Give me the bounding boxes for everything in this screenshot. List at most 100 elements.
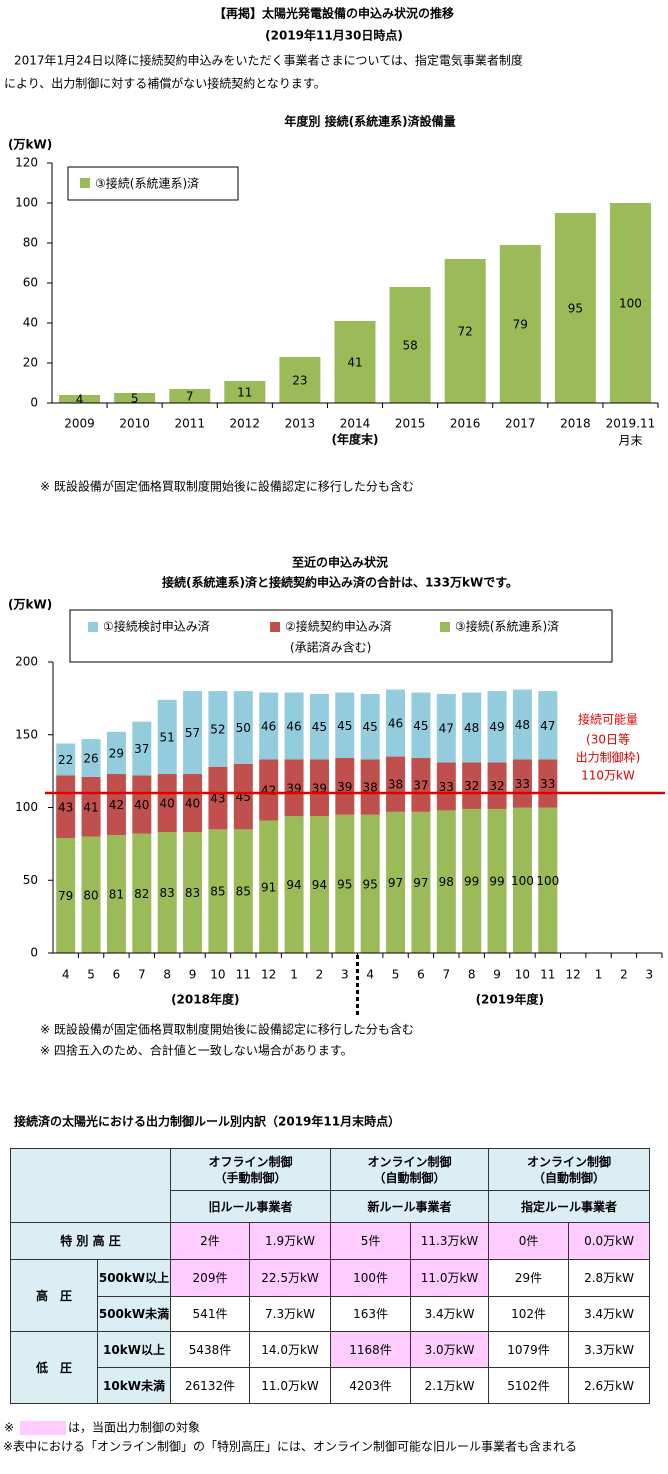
data-label: 46 — [388, 717, 403, 731]
data-label: 38 — [388, 778, 403, 792]
bar-segment — [208, 766, 228, 830]
bar-segment — [360, 814, 380, 953]
table-cell: 11.0万kW — [248, 1367, 332, 1404]
table-cell: 1.9万kW — [248, 1222, 332, 1260]
x-tick-label: 11 — [236, 968, 251, 982]
table-cell: 0.0万kW — [568, 1222, 651, 1260]
data-label: 97 — [413, 876, 428, 890]
fiscal-year-label: (2019年度) — [476, 992, 544, 1007]
data-label: 49 — [489, 720, 504, 734]
data-label: 48 — [515, 718, 530, 732]
table-cell: 26132件 — [170, 1367, 250, 1404]
data-label: 79 — [513, 318, 528, 332]
y-tick-label: 80 — [23, 236, 38, 250]
x-tick-label: 2016 — [450, 417, 481, 431]
bar-segment — [487, 808, 507, 953]
chart-title: 年度別 接続(系統連系)済設備量 — [284, 114, 455, 129]
page-date: (2019年11月30日時点) — [265, 28, 403, 43]
y-tick-label: 150 — [15, 727, 38, 741]
data-label: 46 — [261, 720, 276, 734]
bar-segment — [411, 758, 431, 812]
data-label: 37 — [413, 778, 428, 792]
row-group: 特 別 高 圧 — [10, 1222, 171, 1260]
table-cell: 2件 — [170, 1222, 250, 1260]
table-cell: 2.8万kW — [568, 1259, 651, 1297]
x-tick-label: 11 — [540, 968, 555, 982]
bar-segment — [335, 758, 355, 815]
bar-segment — [487, 691, 507, 763]
chart-title: 至近の申込み状況 — [292, 555, 388, 570]
bar-segment — [538, 807, 558, 953]
reference-label: 出力制御枠) — [576, 750, 641, 765]
data-label: 4 — [76, 393, 84, 407]
table-cell: 3.4万kW — [410, 1296, 490, 1332]
legend-swatch — [80, 178, 90, 188]
intro-line: により、出力制御に対する補償がない接続契約となります。 — [4, 76, 326, 91]
table-cell: 22.5万kW — [248, 1259, 332, 1297]
bar-segment — [309, 759, 329, 817]
row-sub: 10kW未満 — [97, 1367, 171, 1404]
x-tick-label: 2015 — [395, 417, 426, 431]
x-tick-label: 3 — [341, 968, 349, 982]
data-label: 41 — [83, 800, 98, 814]
data-label: 40 — [185, 797, 200, 811]
bar-segment — [183, 691, 203, 775]
chart-note: ※ 既設設備が固定価格買取制度開始後に設備認定に移行した分も含む — [40, 479, 414, 494]
y-tick-label: 0 — [30, 396, 38, 410]
bar-segment — [157, 699, 177, 775]
x-tick-label: 1 — [595, 968, 603, 982]
data-label: 83 — [160, 886, 175, 900]
legend-box — [69, 609, 613, 663]
data-label: 38 — [363, 781, 378, 795]
group-header-line: （自動制御） — [533, 1170, 606, 1185]
data-label: 100 — [619, 297, 642, 311]
data-label: 72 — [458, 325, 473, 339]
x-tick-label: 2013 — [285, 417, 316, 431]
data-label: 40 — [160, 797, 175, 811]
x-tick-label: 4 — [62, 968, 70, 982]
bar — [224, 381, 266, 403]
x-tick-label: 12 — [566, 968, 581, 982]
x-tick-label: 7 — [442, 968, 450, 982]
data-label: 85 — [236, 885, 251, 899]
table-cell: 163件 — [330, 1296, 412, 1332]
bar-segment — [233, 691, 253, 764]
group-header-line: オンライン制御 — [367, 1154, 452, 1169]
x-tick-label: 9 — [493, 968, 501, 982]
data-label: 98 — [439, 875, 454, 889]
table-cell: 100件 — [330, 1259, 412, 1297]
bar — [389, 287, 431, 403]
data-label: 81 — [109, 888, 124, 902]
group-header-line: オフライン制御 — [208, 1154, 293, 1169]
data-label: 41 — [347, 356, 362, 370]
table-cell: 2.6万kW — [568, 1367, 651, 1404]
bar-segment — [335, 814, 355, 953]
rule-table: オフライン制御 （手動制御） オンライン制御 （自動制御） オンライン制御 （自動制御）旧… — [10, 1148, 651, 1404]
x-tick-label: 10 — [210, 968, 225, 982]
bar-segment — [106, 835, 126, 953]
x-tick-label: 9 — [189, 968, 197, 982]
bar — [499, 245, 541, 403]
bar-segment — [132, 721, 152, 776]
legend-label: ①接続検討申込み済 — [103, 619, 210, 634]
bar-segment — [106, 774, 126, 836]
bar — [554, 213, 596, 403]
bar-segment — [512, 759, 532, 808]
data-label: 99 — [489, 874, 504, 888]
x-tick-label: 4 — [366, 968, 374, 982]
data-label: 48 — [464, 721, 479, 735]
group-header: オンライン制御 （自動制御） — [488, 1148, 651, 1191]
legend-swatch — [440, 622, 450, 632]
data-label: 7 — [186, 390, 194, 404]
data-label: 32 — [464, 779, 479, 793]
bar-segment — [56, 775, 76, 839]
bar-segment — [81, 836, 101, 953]
bar-segment — [538, 759, 558, 808]
y-tick-label: 50 — [23, 873, 38, 887]
bar-segment — [436, 694, 456, 763]
y-tick-label: 40 — [23, 316, 38, 330]
table-cell: 7.3万kW — [248, 1296, 332, 1332]
data-label: 26 — [83, 752, 98, 766]
row-sub: 500kW以上 — [97, 1259, 171, 1297]
